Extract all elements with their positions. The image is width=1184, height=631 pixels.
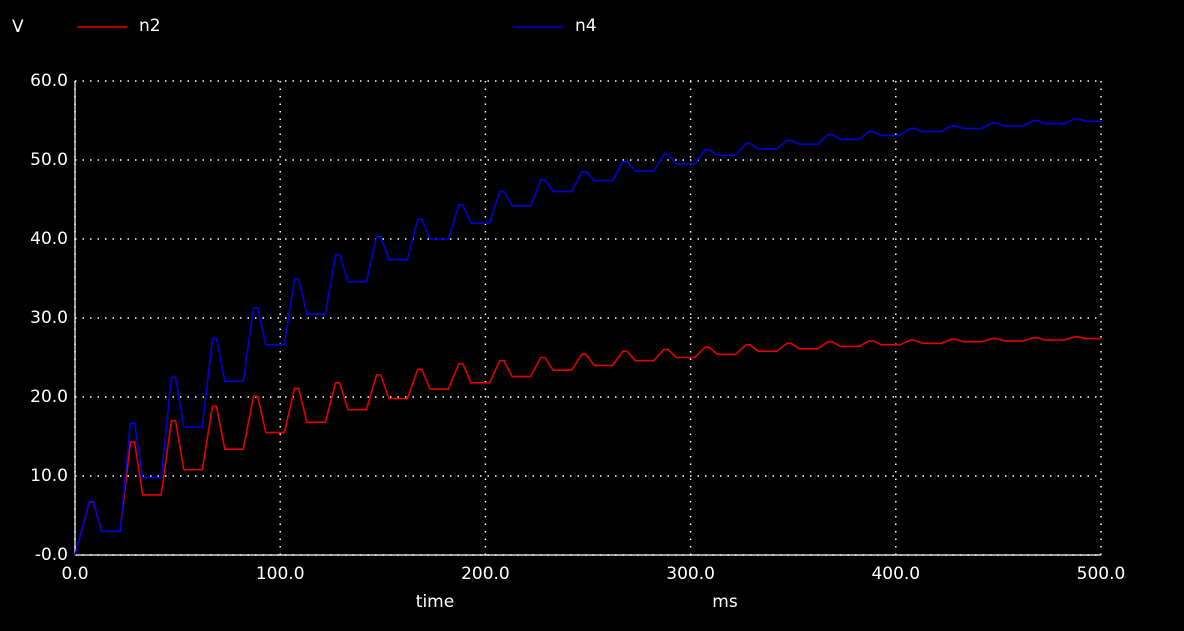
y-tick-label: 10.0 (30, 466, 68, 486)
legend-label: n4 (575, 16, 597, 36)
x-tick-label: 0.0 (61, 564, 88, 584)
x-tick-label: 100.0 (256, 564, 305, 584)
series-line (74, 336, 1101, 556)
x-axis-label: time (416, 592, 454, 612)
y-tick-label: 50.0 (30, 150, 68, 170)
y-tick-label: 40.0 (30, 229, 68, 249)
y-tick-label: 20.0 (30, 387, 68, 407)
x-axis-unit: ms (712, 592, 738, 612)
y-tick-label: 30.0 (30, 308, 68, 328)
series-line (74, 118, 1101, 556)
x-tick-label: 300.0 (666, 564, 715, 584)
legend-label: n2 (139, 16, 161, 36)
y-tick-label: 60.0 (30, 71, 68, 91)
x-tick-label: 400.0 (871, 564, 920, 584)
y-tick-label: -0.0 (35, 545, 68, 565)
y-axis-label: V (12, 17, 24, 37)
x-tick-label: 500.0 (1077, 564, 1126, 584)
x-tick-label: 200.0 (461, 564, 510, 584)
